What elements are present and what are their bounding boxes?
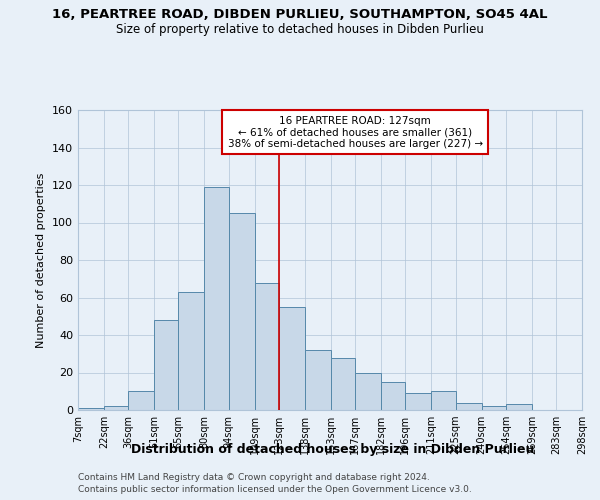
Bar (205, 187, 229, 410)
Bar (331, 358, 355, 410)
Bar (104, 406, 128, 410)
Text: Distribution of detached houses by size in Dibden Purlieu: Distribution of detached houses by size … (131, 442, 535, 456)
Text: 16, PEARTREE ROAD, DIBDEN PURLIEU, SOUTHAMPTON, SO45 4AL: 16, PEARTREE ROAD, DIBDEN PURLIEU, SOUTH… (52, 8, 548, 20)
Bar (406, 393, 431, 410)
Bar (78, 408, 104, 410)
Text: Contains HM Land Registry data © Crown copyright and database right 2024.: Contains HM Land Registry data © Crown c… (78, 472, 430, 482)
Bar (178, 292, 205, 410)
Bar (455, 402, 482, 410)
Bar (482, 406, 506, 410)
Y-axis label: Number of detached properties: Number of detached properties (37, 172, 46, 348)
Bar (305, 350, 331, 410)
Bar (229, 213, 254, 410)
Bar (355, 372, 381, 410)
Bar (128, 391, 154, 410)
Text: 16 PEARTREE ROAD: 127sqm
← 61% of detached houses are smaller (361)
38% of semi-: 16 PEARTREE ROAD: 127sqm ← 61% of detach… (227, 116, 482, 149)
Bar (506, 404, 532, 410)
Text: Contains public sector information licensed under the Open Government Licence v3: Contains public sector information licen… (78, 485, 472, 494)
Text: Size of property relative to detached houses in Dibden Purlieu: Size of property relative to detached ho… (116, 22, 484, 36)
Bar (254, 282, 279, 410)
Bar (279, 307, 305, 410)
Bar (431, 391, 455, 410)
Bar (154, 320, 178, 410)
Bar (381, 382, 406, 410)
